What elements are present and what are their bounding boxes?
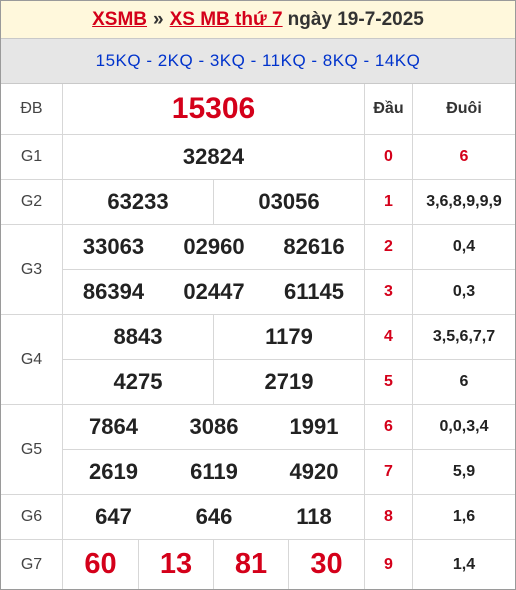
g4-number: 1179	[214, 315, 365, 360]
dau-value: 2	[365, 225, 413, 270]
g7-number: 81	[214, 540, 289, 589]
dau-value: 5	[365, 360, 413, 405]
prize-label-g7: G7	[1, 540, 63, 589]
duoi-value: 6	[413, 135, 515, 180]
g5-number: 7864	[63, 405, 164, 450]
prize-label-g5: G5	[1, 405, 63, 495]
g5-number: 2619	[63, 450, 164, 495]
prize-label-g4: G4	[1, 315, 63, 405]
results-title: XSMB » XS MB thứ 7 ngày 19-7-2025	[1, 1, 515, 39]
g7-number: 60	[63, 540, 139, 589]
g7-number: 30	[289, 540, 365, 589]
g6-number: 646	[164, 495, 264, 540]
xs-mb-day-link[interactable]: XS MB thứ 7	[169, 8, 283, 30]
prize-count-summary: 15KQ - 2KQ - 3KQ - 11KQ - 8KQ - 14KQ	[1, 39, 515, 84]
g2-number: 03056	[214, 180, 365, 225]
g6-number: 118	[264, 495, 365, 540]
duoi-value: 3,6,8,9,9,9	[413, 180, 515, 225]
dau-value: 6	[365, 405, 413, 450]
g5-number: 4920	[264, 450, 365, 495]
dau-column-header: Đầu	[365, 84, 413, 135]
duoi-value: 1,4	[452, 555, 476, 573]
title-separator: »	[153, 8, 164, 30]
g3-number: 86394	[63, 270, 164, 315]
duoi-value: 1,6	[413, 495, 515, 540]
g6-number: 647	[63, 495, 164, 540]
duoi-value: 3,5,6,7,7	[413, 315, 515, 360]
dau-value: 9	[365, 540, 413, 589]
prize-label-db: ĐB	[1, 84, 63, 135]
duoi-value: 0,0,3,4	[413, 405, 515, 450]
special-prize-number: 15306	[63, 84, 365, 135]
g7-number: 13	[139, 540, 214, 589]
xsmb-link[interactable]: XSMB	[92, 8, 148, 30]
duoi-value: 0,4	[413, 225, 515, 270]
g4-number: 8843	[63, 315, 214, 360]
prize-label-g3: G3	[1, 225, 63, 315]
g4-number: 4275	[63, 360, 214, 405]
dau-value: 1	[365, 180, 413, 225]
prize-label-g1: G1	[1, 135, 63, 180]
g5-number: 6119	[164, 450, 264, 495]
duoi-value: 5,9	[413, 450, 515, 495]
prize-label-g6: G6	[1, 495, 63, 540]
dau-value: 3	[365, 270, 413, 315]
dau-value: 8	[365, 495, 413, 540]
prize-label-g2: G2	[1, 180, 63, 225]
g5-number: 3086	[164, 405, 264, 450]
g3-number: 02960	[164, 225, 264, 270]
g3-number: 02447	[164, 270, 264, 315]
duoi-value: 6	[413, 360, 515, 405]
dau-value: 0	[365, 135, 413, 180]
g5-number: 1991	[264, 405, 365, 450]
dau-value: 4	[365, 315, 413, 360]
g2-number: 63233	[63, 180, 214, 225]
g1-number: 32824	[63, 135, 365, 180]
duoi-value: 0,3	[413, 270, 515, 315]
g3-number: 82616	[264, 225, 365, 270]
g3-number: 61145	[264, 270, 365, 315]
g4-number: 2719	[214, 360, 365, 405]
duoi-column-header: Đuôi	[413, 84, 515, 135]
dau-value: 7	[365, 450, 413, 495]
draw-date: ngày 19-7-2025	[287, 8, 424, 30]
g3-number: 33063	[63, 225, 164, 270]
